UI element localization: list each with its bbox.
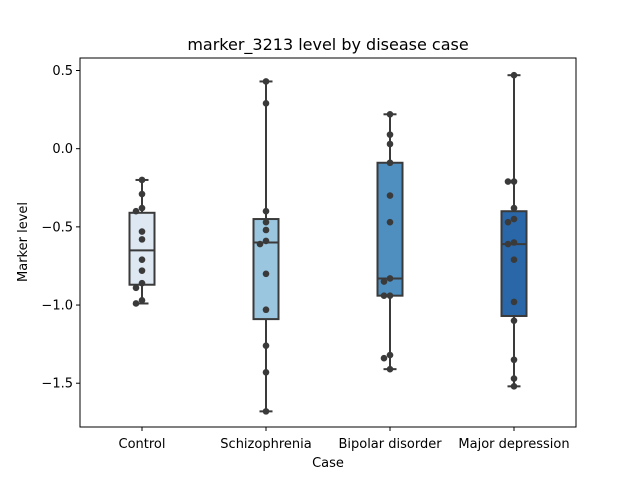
y-tick-label: −1.0 (41, 299, 73, 314)
boxes-layer (128, 74, 528, 413)
data-point (380, 278, 388, 285)
y-tick-label: −1.5 (41, 377, 73, 392)
data-point (386, 159, 394, 167)
data-point (262, 218, 270, 226)
data-point (138, 297, 146, 304)
x-tick-label: Schizophrenia (220, 437, 311, 452)
data-point (386, 192, 394, 199)
data-point (510, 256, 518, 263)
data-point (380, 354, 388, 362)
data-point (386, 140, 394, 148)
data-point (386, 275, 394, 282)
data-point (262, 270, 270, 278)
data-point (386, 110, 394, 118)
data-point (386, 292, 394, 299)
data-point (510, 298, 518, 306)
box-3 (376, 113, 404, 371)
data-point (262, 78, 270, 85)
data-point (132, 207, 140, 215)
data-point (138, 190, 146, 198)
data-point (504, 240, 512, 248)
data-point (510, 178, 518, 185)
data-point (262, 207, 270, 215)
data-point (138, 256, 146, 263)
data-point (138, 176, 146, 184)
points-layer (132, 71, 518, 415)
data-point (132, 300, 140, 307)
data-point (510, 383, 518, 390)
data-point (386, 365, 394, 373)
data-point (138, 204, 146, 212)
iqr-box (128, 211, 156, 286)
data-point (510, 215, 518, 223)
x-tick-label: Bipolar disorder (338, 437, 442, 452)
data-point (262, 226, 270, 234)
data-point (510, 375, 518, 382)
y-tick-label: 0.5 (52, 64, 73, 79)
iqr-box (252, 218, 280, 321)
data-point (262, 237, 270, 245)
data-point (504, 178, 512, 185)
data-point (256, 240, 264, 248)
data-point (510, 356, 518, 364)
iqr-box (500, 210, 528, 317)
data-point (262, 342, 270, 349)
data-point (510, 317, 518, 324)
y-axis: 0.5 0.0 −0.5 −1.0 −1.5 (41, 64, 80, 392)
plot-area (79, 57, 577, 428)
data-point (510, 71, 518, 79)
data-point (262, 408, 270, 415)
data-point (138, 228, 146, 235)
data-point (386, 131, 394, 138)
data-point (132, 284, 140, 292)
data-point (262, 306, 270, 314)
iqr-box (376, 161, 404, 297)
data-point (138, 279, 146, 287)
data-point (504, 218, 512, 226)
x-tick-label: Control (119, 437, 166, 452)
data-point (510, 204, 518, 212)
data-point (138, 267, 146, 274)
y-tick-label: −0.5 (41, 220, 73, 235)
data-point (262, 368, 270, 376)
box-2 (252, 80, 280, 413)
data-point (138, 236, 146, 243)
data-point (262, 100, 270, 107)
x-axis-label: Case (312, 456, 344, 471)
x-axis: Control Schizophrenia Bipolar disorder Majo… (119, 427, 570, 452)
data-point (510, 239, 518, 246)
data-point (386, 351, 394, 359)
data-point (380, 292, 388, 299)
data-point (386, 218, 394, 226)
y-tick-label: 0.0 (52, 142, 73, 157)
box-1 (128, 178, 156, 305)
x-tick-label: Major depression (458, 437, 569, 452)
chart-title: marker_3213 level by disease case (187, 35, 468, 55)
y-axis-label: Marker level (16, 202, 31, 282)
box-4 (500, 74, 528, 388)
